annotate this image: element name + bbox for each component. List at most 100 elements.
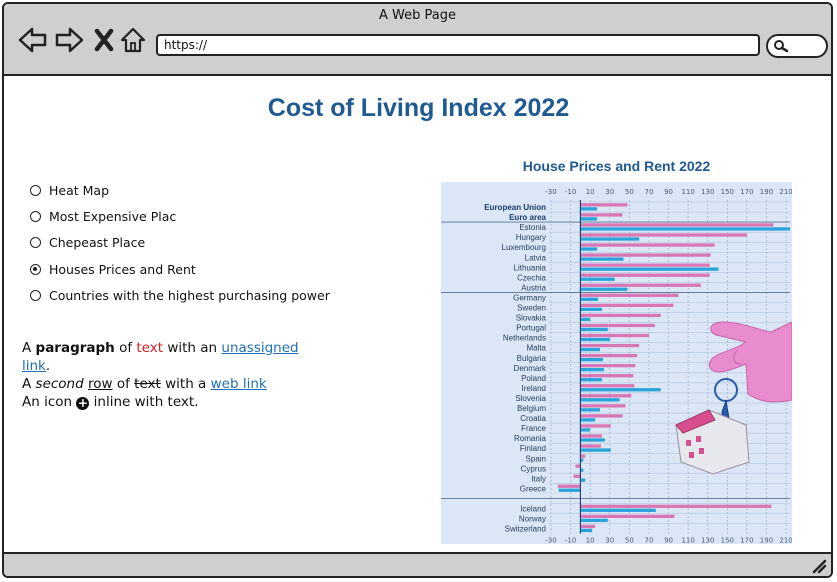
option-heat-map[interactable]: Heat Map	[30, 177, 330, 203]
url-input[interactable]: https://	[156, 34, 760, 56]
back-arrow-icon[interactable]	[18, 26, 48, 54]
x-tick-label-top: -10	[565, 188, 576, 196]
bar-series-1	[580, 524, 596, 529]
text-span: of	[114, 340, 137, 356]
house-prices-chart: -30 -30 -10 -10 10 10 30 30 50 50 70 70 90 90 110 110 13…	[441, 182, 793, 545]
paragraph-line-1: A paragraph of text with an unassigned l…	[22, 339, 322, 375]
bar-series-1	[557, 484, 581, 488]
category-label: Bulgaria	[517, 354, 547, 363]
x-tick-label-top: 130	[701, 188, 714, 196]
forward-arrow-icon[interactable]	[54, 26, 84, 54]
window-title: A Web Page	[379, 8, 456, 23]
x-tick-label-top: 30	[605, 188, 614, 196]
category-label: France	[521, 424, 546, 433]
option-house-prices-rent[interactable]: Houses Prices and Rent	[30, 256, 330, 282]
bar-series-1	[580, 384, 635, 388]
bar-series-1	[580, 233, 747, 237]
bar-series-2	[580, 337, 610, 342]
option-label: Most Expensive Plac	[49, 209, 177, 225]
option-label: Chepeast Place	[49, 235, 146, 251]
x-tick-label-top: 170	[740, 188, 753, 196]
radio-button[interactable]	[30, 184, 41, 196]
bold-text: paragraph	[35, 340, 115, 356]
sample-paragraph: A paragraph of text with an unassigned l…	[22, 339, 322, 411]
plus-circle-icon: +	[76, 396, 90, 410]
option-most-expensive[interactable]: Most Expensive Plac	[30, 203, 330, 229]
chart-title: House Prices and Rent 2022	[522, 158, 711, 174]
option-list: Heat Map Most Expensive Plac Chepeast Pl…	[30, 177, 330, 309]
home-icon[interactable]	[118, 26, 148, 54]
bar-series-2	[580, 277, 615, 281]
category-label: Slovakia	[516, 314, 547, 323]
bar-series-1	[580, 404, 626, 408]
bar-series-1	[580, 273, 710, 277]
bar-series-2	[580, 528, 593, 533]
bar-series-2	[580, 237, 640, 241]
search-box[interactable]	[766, 34, 828, 58]
bar-series-2	[580, 227, 790, 231]
radio-button-selected[interactable]	[30, 263, 41, 275]
category-label: Norway	[519, 515, 546, 524]
bar-series-2	[580, 207, 598, 211]
bar-series-1	[580, 283, 701, 287]
x-tick-label-bottom: 10	[586, 537, 595, 544]
category-label: Belgium	[517, 404, 546, 413]
option-cheapest-place[interactable]: Chepeast Place	[30, 230, 330, 256]
x-tick-label-top: 110	[681, 188, 694, 196]
category-label: Greece	[520, 484, 547, 493]
category-label: Romania	[514, 434, 547, 443]
x-tick-label-top: 150	[721, 188, 734, 196]
bar-series-2	[558, 488, 581, 492]
bar-series-1	[580, 444, 601, 448]
option-label: Heat Map	[49, 182, 110, 198]
category-label: Cyprus	[521, 464, 546, 473]
bar-series-2	[580, 347, 600, 352]
bar-series-1	[580, 263, 710, 267]
bar-series-2	[580, 368, 604, 372]
bar-series-1	[580, 313, 661, 318]
bar-series-2	[580, 478, 586, 482]
bar-series-2	[580, 217, 598, 221]
bar-series-2	[580, 247, 598, 251]
bar-series-2	[580, 408, 600, 412]
x-tick-label-top: 90	[664, 188, 673, 196]
bar-series-1	[575, 464, 581, 468]
category-label: Poland	[521, 374, 546, 383]
x-tick-label-bottom: -10	[565, 537, 576, 544]
category-label: Portugal	[516, 324, 546, 333]
hand-illustration	[708, 321, 793, 403]
house-window	[699, 448, 704, 454]
option-purchasing-power[interactable]: Countries with the highest purchasing po…	[30, 283, 330, 309]
bar-series-2	[580, 307, 602, 311]
bar-series-2	[580, 257, 624, 261]
bar-series-2	[580, 378, 602, 382]
bar-series-1	[580, 434, 602, 438]
bar-series-1	[580, 514, 675, 518]
category-label: European Union	[484, 203, 546, 212]
bar-chart: -30 -30 -10 -10 10 10 30 30 50 50 70 70 90 90 110 110 13…	[441, 188, 793, 545]
category-label: Lithuania	[514, 263, 547, 272]
category-label: Slovenia	[515, 394, 546, 403]
x-tick-label-bottom: 210	[779, 537, 792, 544]
bar-series-1	[580, 454, 586, 458]
radio-button[interactable]	[30, 237, 41, 249]
web-link[interactable]: web link	[210, 376, 267, 392]
resize-grip-icon[interactable]	[811, 558, 827, 574]
category-label: Czechia	[517, 273, 546, 282]
bar-series-1	[580, 504, 772, 508]
text-span: A	[22, 340, 36, 356]
page-title: Cost of Living Index 2022	[267, 94, 570, 122]
radio-button[interactable]	[30, 290, 41, 302]
category-label: Spain	[526, 454, 546, 463]
close-x-icon[interactable]	[90, 26, 120, 54]
house-icon	[675, 409, 716, 434]
radio-button[interactable]	[30, 211, 41, 223]
bar-series-2	[580, 438, 605, 442]
unassigned-link[interactable]: unassigned link	[22, 340, 299, 374]
category-label: Italy	[531, 474, 546, 483]
bar-series-1	[580, 353, 638, 358]
x-tick-label-top: 50	[625, 188, 634, 196]
house-window	[689, 452, 694, 458]
category-label: Finland	[520, 444, 546, 453]
strikethrough-text: text	[134, 376, 161, 392]
